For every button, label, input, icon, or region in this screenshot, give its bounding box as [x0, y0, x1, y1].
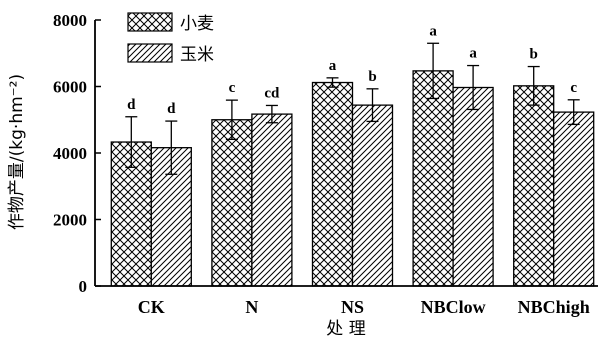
legend-label-series-1: 小麦: [180, 14, 214, 34]
bar-2-ns: [351, 104, 394, 287]
significance-label: b: [368, 69, 376, 85]
x-tick-label: CK: [138, 297, 165, 317]
bar-1-nbclow: [412, 70, 454, 287]
bar-1-ns: [311, 81, 354, 287]
y-tick-label: 4000: [53, 144, 87, 163]
significance-label: d: [167, 101, 176, 117]
bar-2-nbchigh: [553, 111, 595, 287]
legend-label-series-2: 玉米: [180, 45, 214, 65]
y-tick-label: 0: [79, 277, 88, 296]
y-tick-label: 2000: [53, 211, 87, 230]
bar-1-nbchigh: [513, 85, 555, 287]
significance-label: c: [570, 80, 577, 96]
bar-2-nbclow: [452, 86, 494, 287]
bar-1-n: [211, 119, 253, 287]
significance-label: c: [229, 80, 236, 96]
x-tick-label: NBClow: [421, 297, 486, 317]
legend-swatch-series-1: [127, 12, 173, 32]
plot-area: 0 2000 4000 6000 8000 d d CK c cd Na b NS a a NBClow b c N…: [53, 11, 598, 317]
y-tick-label: 8000: [53, 11, 87, 30]
y-axis-title: 作物产量/(kg·hm⁻²): [7, 74, 27, 230]
significance-label: a: [429, 23, 437, 39]
x-tick-label: N: [245, 297, 258, 317]
significance-label: d: [127, 97, 136, 113]
significance-label: a: [469, 46, 477, 62]
legend: 小麦 玉米: [127, 12, 214, 65]
significance-label: a: [329, 58, 337, 74]
legend-swatch-series-2: [127, 43, 173, 63]
x-tick-label: NBChigh: [518, 297, 590, 317]
y-tick-label: 6000: [53, 78, 87, 97]
significance-label: b: [530, 47, 538, 63]
bar-2-n: [251, 113, 293, 287]
x-axis-title: 处 理: [326, 319, 365, 339]
x-tick-label: NS: [341, 297, 364, 317]
significance-label: cd: [264, 85, 280, 101]
